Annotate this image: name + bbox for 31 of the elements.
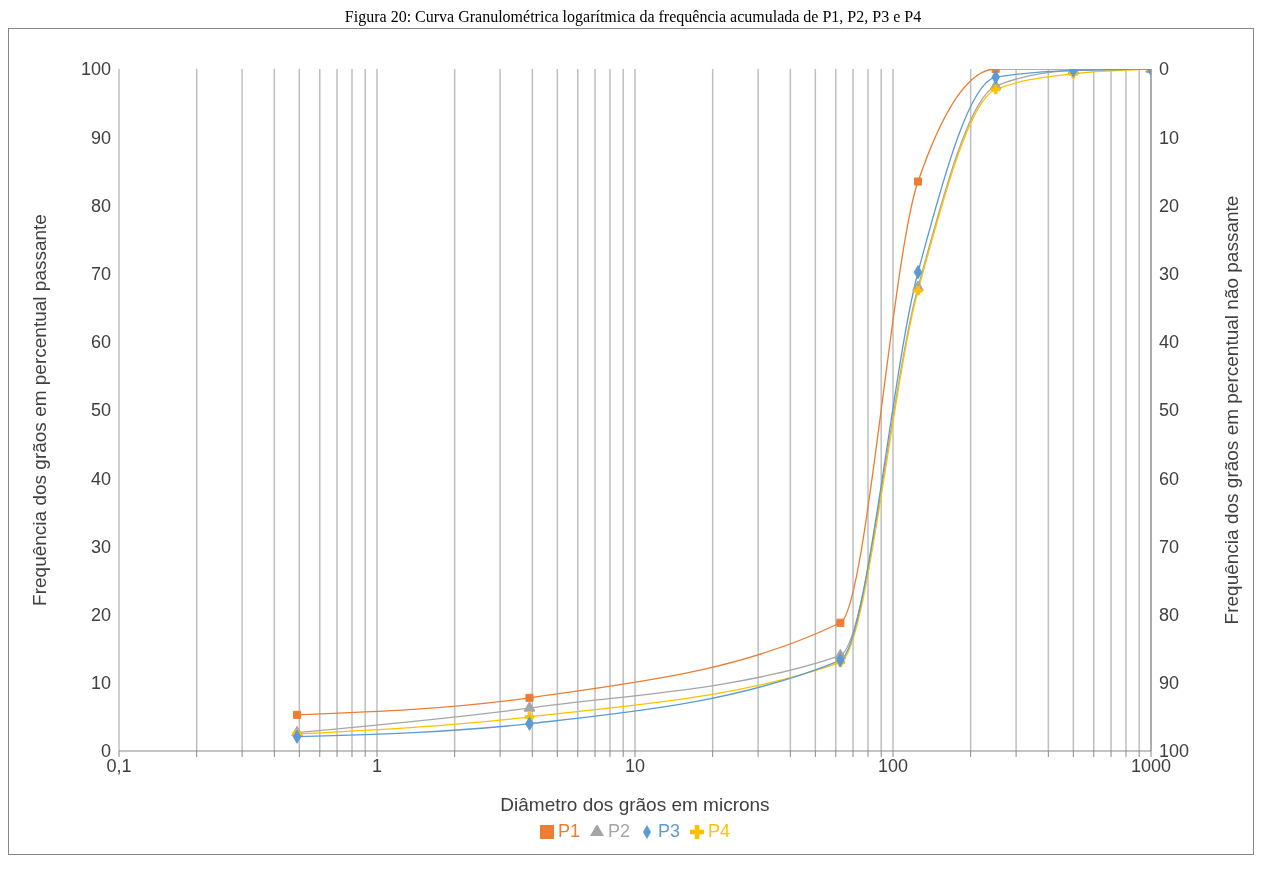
- y-tick-label: 40: [90, 468, 111, 489]
- y-tick-label: 70: [90, 263, 111, 284]
- y2-axis-title: Frequência dos grãos em percentual não passante: [1220, 195, 1242, 625]
- y2-tick-label: 50: [1159, 400, 1180, 421]
- y2-tick-label: 60: [1159, 468, 1180, 489]
- y2-tick-label: 0: [1159, 59, 1170, 80]
- y-tick-label: 20: [90, 604, 111, 625]
- x-tick-label: 100: [877, 755, 909, 776]
- y2-tick-label: 90: [1159, 673, 1180, 694]
- y2-tick-label: 20: [1159, 195, 1180, 216]
- y2-tick-label: 10: [1159, 127, 1180, 148]
- y2-tick-label: 70: [1159, 536, 1180, 557]
- x-tick-label: 10: [624, 755, 646, 776]
- y-tick-label: 10: [90, 673, 111, 694]
- legend-label: P4: [708, 821, 731, 841]
- chart-title: Figura 20: Curva Granulométrica logarítmica da frequência acumulada de P1, P2, P3 e P4: [343, 8, 923, 28]
- y-tick-label: 80: [90, 195, 111, 216]
- y-tick-label: 60: [90, 332, 111, 353]
- x-axis-title: Diâmetro dos grãos em microns: [500, 794, 770, 815]
- legend-label: P3: [658, 821, 681, 841]
- legend-label: P1: [557, 821, 580, 841]
- y-tick-label: 100: [80, 59, 111, 80]
- y2-tick-label: 40: [1159, 332, 1180, 353]
- y-axis-title: Frequência dos grãos em percentual passante: [28, 214, 50, 606]
- y-tick-label: 90: [90, 127, 111, 148]
- y2-tick-label: 80: [1159, 604, 1180, 625]
- x-tick-label: 1: [371, 755, 383, 776]
- legend-label: P2: [607, 821, 630, 841]
- y-tick-label: 50: [90, 400, 111, 421]
- y-tick-label: 30: [90, 536, 111, 557]
- y2-tick-label: 30: [1159, 263, 1180, 284]
